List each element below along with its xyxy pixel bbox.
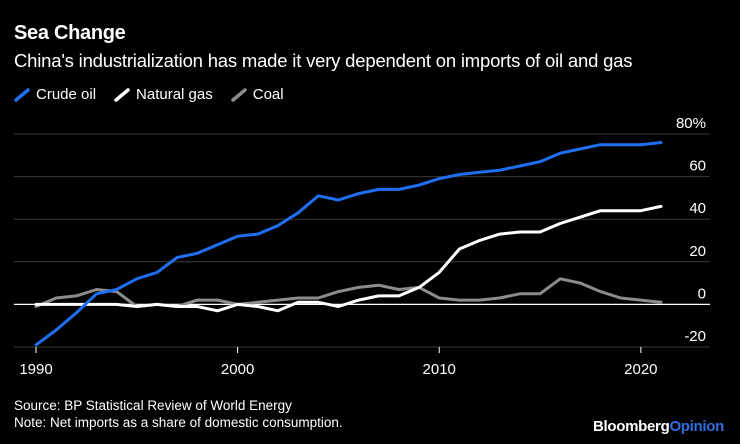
gridlines: [14, 133, 710, 348]
x-tick-label: 2020: [624, 361, 657, 378]
legend-item-natural-gas: Natural gas: [114, 86, 213, 103]
x-tick-label: 2000: [221, 361, 254, 378]
footer: Source: BP Statistical Review of World E…: [14, 397, 343, 431]
brand-part1: Bloomberg: [592, 418, 670, 435]
y-axis-ticks: -20 0 20 40 60 80%: [676, 115, 706, 345]
source-note: Source: BP Statistical Review of World E…: [14, 398, 292, 413]
series-line-crude-oil: [34, 141, 663, 347]
y-tick-label: 0: [698, 285, 706, 302]
y-tick-label: 60: [689, 158, 706, 175]
y-tick-label: 80%: [676, 115, 706, 132]
y-tick-label: 40: [689, 200, 706, 217]
series-lines: [34, 141, 663, 347]
y-tick-label: 20: [689, 243, 706, 260]
chart-title: Sea Change: [14, 22, 126, 44]
x-tick-label: 2010: [423, 361, 456, 378]
x-axis-ticks: 1990 2000 2010 2020: [19, 347, 658, 378]
legend-label-crude-oil: Crude oil: [36, 86, 97, 103]
brand-part2: Opinion: [669, 418, 724, 435]
legend-label-coal: Coal: [252, 86, 284, 103]
brand-logo: BloombergOpinion: [593, 418, 724, 435]
x-tick-label: 1990: [19, 361, 52, 378]
definition-note: Note: Net imports as a share of domestic…: [14, 415, 343, 430]
chart-subtitle: China's industrialization has made it ve…: [14, 50, 633, 71]
legend-swatch-coal: [231, 87, 247, 102]
y-tick-label: -20: [684, 328, 706, 345]
legend-swatch-crude-oil: [14, 87, 30, 102]
series-line-natural-gas: [34, 204, 663, 313]
legend-label-natural-gas: Natural gas: [136, 86, 213, 103]
legend: Crude oil Natural gas Coal: [14, 86, 302, 103]
legend-item-coal: Coal: [231, 86, 284, 103]
legend-swatch-natural-gas: [114, 87, 130, 102]
legend-item-crude-oil: Crude oil: [14, 86, 96, 103]
